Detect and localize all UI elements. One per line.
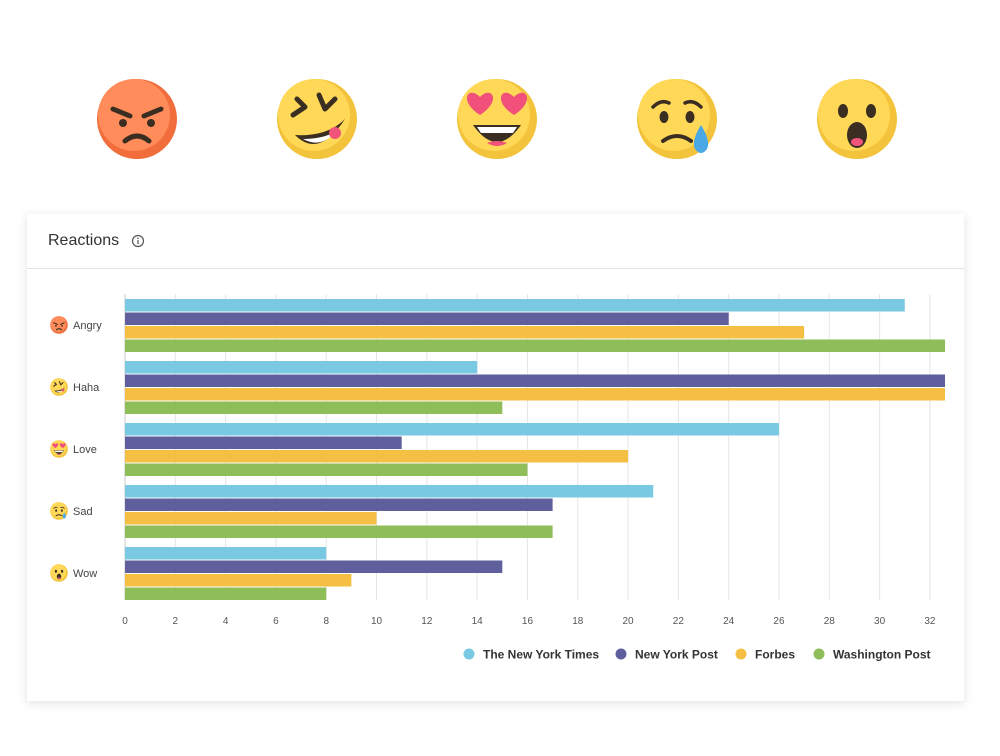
- legend-swatch: [813, 648, 825, 660]
- x-tick-label: 30: [874, 616, 886, 627]
- bar[interactable]: [125, 388, 945, 401]
- legend-label: Forbes: [755, 648, 795, 662]
- bar[interactable]: [125, 326, 805, 339]
- bar[interactable]: [125, 374, 945, 388]
- x-tick-label: 24: [723, 616, 735, 627]
- bar[interactable]: [125, 312, 729, 326]
- category-label: Haha: [73, 382, 100, 394]
- sad-emoji-icon: [637, 79, 717, 159]
- info-icon[interactable]: [131, 234, 145, 248]
- legend-label: Washington Post: [833, 648, 931, 662]
- page-title: Reactions: [48, 232, 120, 249]
- x-tick-label: 28: [824, 616, 836, 627]
- category-label: Sad: [73, 506, 93, 518]
- bar[interactable]: [125, 463, 528, 477]
- love-emoji-icon: [50, 440, 68, 458]
- bar[interactable]: [125, 299, 905, 312]
- haha-emoji-icon: [50, 378, 68, 396]
- bar[interactable]: [125, 361, 478, 374]
- bar[interactable]: [125, 339, 945, 353]
- legend-swatch: [615, 648, 627, 660]
- x-tick-label: 0: [122, 616, 128, 627]
- x-tick-label: 20: [623, 616, 635, 627]
- legend-item[interactable]: Forbes: [735, 648, 796, 662]
- x-tick-label: 12: [421, 616, 433, 627]
- card-header: Reactions: [27, 214, 964, 269]
- x-tick-label: 8: [323, 616, 329, 627]
- x-tick-label: 16: [522, 616, 534, 627]
- category-label: Angry: [73, 320, 102, 332]
- legend-item[interactable]: Washington Post: [813, 648, 931, 662]
- legend-swatch: [735, 648, 747, 660]
- legend-label: New York Post: [635, 648, 718, 662]
- emoji-header-row: [0, 0, 1000, 200]
- bar[interactable]: [125, 498, 553, 512]
- angry-emoji-icon: [50, 316, 68, 334]
- category-label: Wow: [73, 568, 97, 580]
- bar[interactable]: [125, 485, 654, 498]
- reactions-card: Reactions 0 2 4 6 8 10 12 14 16 18 20 22 24 26 28 30 32 A…: [27, 214, 964, 701]
- bar[interactable]: [125, 423, 779, 436]
- x-tick-label: 26: [773, 616, 785, 627]
- x-tick-label: 22: [673, 616, 685, 627]
- x-tick-label: 6: [273, 616, 279, 627]
- bar[interactable]: [125, 574, 352, 587]
- x-tick-label: 4: [223, 616, 229, 627]
- legend-label: The New York Times: [483, 648, 599, 662]
- bar[interactable]: [125, 547, 327, 560]
- wow-emoji-icon: [817, 79, 897, 159]
- bar[interactable]: [125, 450, 629, 463]
- legend-swatch: [463, 648, 475, 660]
- category-label: Love: [73, 444, 97, 456]
- bar[interactable]: [125, 436, 402, 450]
- bar[interactable]: [125, 560, 503, 574]
- bar[interactable]: [125, 525, 553, 539]
- bar[interactable]: [125, 587, 327, 601]
- haha-emoji-icon: [277, 79, 357, 159]
- reactions-bar-chart: 0 2 4 6 8 10 12 14 16 18 20 22 24 26 28 30 32AngryHahaLo…: [50, 294, 945, 662]
- bar[interactable]: [125, 401, 503, 415]
- legend-item[interactable]: New York Post: [615, 648, 718, 662]
- x-tick-label: 2: [173, 616, 179, 627]
- sad-emoji-icon: [50, 502, 68, 520]
- x-tick-label: 32: [924, 616, 936, 627]
- x-tick-label: 18: [572, 616, 584, 627]
- x-tick-label: 10: [371, 616, 383, 627]
- x-tick-label: 14: [472, 616, 484, 627]
- love-emoji-icon: [457, 79, 537, 159]
- legend-item[interactable]: The New York Times: [463, 648, 600, 662]
- bar[interactable]: [125, 512, 377, 525]
- wow-emoji-icon: [50, 564, 68, 582]
- angry-emoji-icon: [97, 79, 177, 159]
